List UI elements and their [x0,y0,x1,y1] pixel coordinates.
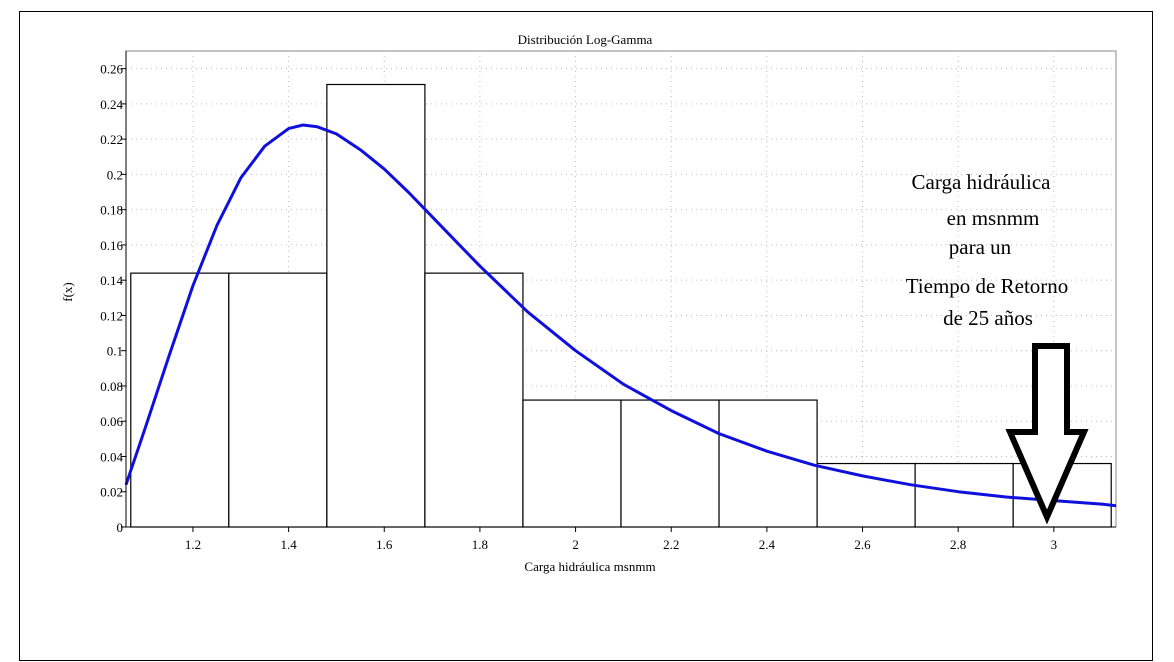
histogram-bar-3 [326,83,426,528]
x-ticks: 1.2 1.4 1.6 1.8 2 2.2 2.4 2.6 2.8 3 [185,527,1057,552]
x-axis-label: Carga hidráulica msnmm [524,559,655,574]
y-tick-label: 0.04 [100,449,123,464]
y-tick-label: 0.22 [100,132,123,147]
axes [125,51,1116,528]
histogram-bar-7 [718,399,818,528]
y-tick-label: 0.2 [107,167,123,182]
x-tick-label: 2.6 [854,537,871,552]
histogram-bars [130,83,1112,528]
x-tick-label: 1.2 [185,537,201,552]
annotation-line-1: Carga hidráulica [912,170,1052,194]
annotation-line-3: para un [949,235,1012,259]
histogram-bar-5 [522,399,622,528]
y-ticks: 0 0.02 0.04 0.06 0.08 0.1 0.12 0.14 0.16 0.18 0.2 0… [100,62,126,535]
x-tick-label: 2.4 [759,537,776,552]
x-tick-label: 2.2 [663,537,679,552]
y-tick-label: 0.02 [100,485,123,500]
histogram-bar-4 [424,272,524,528]
y-tick-label: 0.18 [100,203,123,218]
x-tick-label: 1.4 [280,537,297,552]
x-tick-label: 2 [572,537,579,552]
annotation-line-4: Tiempo de Retorno [906,274,1069,298]
density-curve [124,123,1117,508]
x-tick-label: 1.8 [472,537,488,552]
y-tick-label: 0.26 [100,62,123,77]
x-tick-label: 2.8 [950,537,966,552]
y-tick-label: 0.1 [107,344,123,359]
histogram-bar-1 [130,272,230,528]
y-tick-label: 0.08 [100,379,123,394]
chart-title: Distribución Log-Gamma [518,32,653,47]
y-tick-label: 0.14 [100,273,123,288]
y-tick-label: 0.06 [100,414,123,429]
histogram-bar-2 [228,272,328,528]
annotation-line-2: en msnmm [947,206,1040,230]
histogram-bar-8 [816,462,916,528]
down-arrow-icon [1005,343,1089,525]
x-tick-label: 3 [1051,537,1058,552]
figure-frame [19,11,1153,661]
density-curve-line [124,123,1117,508]
annotation: Carga hidráulica en msnmm para un Tiempo de… [906,170,1069,330]
y-tick-label: 0.24 [100,97,123,112]
histogram-bar-6 [620,399,720,528]
x-tick-label: 1.6 [376,537,393,552]
y-axis-label: f(x) [60,282,75,302]
y-tick-label: 0.12 [100,308,123,323]
y-tick-label: 0 [117,520,124,535]
annotation-line-5: de 25 años [943,306,1033,330]
y-tick-label: 0.16 [100,238,123,253]
